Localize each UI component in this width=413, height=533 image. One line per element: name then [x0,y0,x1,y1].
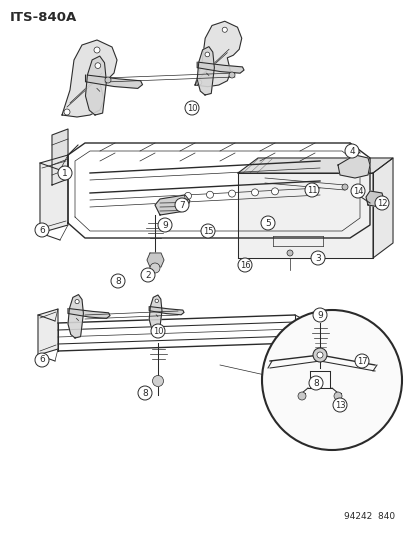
Circle shape [35,223,49,237]
Circle shape [35,353,49,367]
Circle shape [308,376,322,390]
Text: 4: 4 [348,147,354,156]
Circle shape [151,324,165,338]
Circle shape [353,190,359,196]
Text: 11: 11 [306,185,316,195]
Circle shape [310,251,324,265]
Text: 17: 17 [356,357,366,366]
Text: 7: 7 [179,200,185,209]
Polygon shape [365,191,383,207]
Text: 10: 10 [186,103,197,112]
Circle shape [286,250,292,256]
Circle shape [158,218,171,232]
Circle shape [64,109,70,115]
Text: 6: 6 [39,225,45,235]
Polygon shape [149,295,161,331]
Circle shape [251,189,258,196]
Circle shape [138,386,152,400]
Text: 13: 13 [334,400,344,409]
Polygon shape [149,306,183,315]
Text: 10: 10 [152,327,163,335]
Circle shape [201,224,214,238]
Text: 1: 1 [62,168,68,177]
Polygon shape [154,195,190,215]
Circle shape [152,376,163,386]
Polygon shape [237,173,372,258]
Polygon shape [62,40,117,117]
Circle shape [228,190,235,197]
Circle shape [141,268,154,282]
Circle shape [184,192,191,199]
Circle shape [94,47,100,53]
Circle shape [150,263,159,273]
Circle shape [185,101,199,115]
Text: 14: 14 [352,187,362,196]
Circle shape [111,274,125,288]
Polygon shape [40,155,68,233]
Circle shape [154,299,158,303]
Circle shape [332,398,346,412]
Polygon shape [85,56,106,115]
Text: ITS-840A: ITS-840A [10,11,77,23]
Circle shape [260,216,274,230]
Text: 9: 9 [316,311,322,319]
Circle shape [316,352,322,358]
Circle shape [354,354,368,368]
Circle shape [196,80,201,85]
Circle shape [75,300,79,304]
Polygon shape [38,309,58,355]
Polygon shape [85,75,142,88]
Text: 6: 6 [39,356,45,365]
Text: 8: 8 [115,277,121,286]
Circle shape [374,196,388,210]
Text: 12: 12 [376,198,386,207]
Circle shape [304,183,318,197]
Polygon shape [147,253,164,267]
Circle shape [105,77,111,83]
Text: 8: 8 [312,378,318,387]
Circle shape [95,63,100,68]
Text: 16: 16 [239,261,250,270]
Circle shape [58,166,72,180]
Circle shape [222,27,227,33]
Polygon shape [197,47,214,95]
Text: 5: 5 [264,219,270,228]
Text: 94242  840: 94242 840 [343,512,394,521]
Circle shape [344,144,358,158]
Circle shape [350,184,364,198]
Circle shape [333,392,341,400]
Text: 2: 2 [145,271,150,279]
Polygon shape [372,158,392,258]
Circle shape [204,52,209,57]
Circle shape [228,72,235,78]
Circle shape [341,184,347,190]
Text: 8: 8 [142,389,147,398]
Polygon shape [52,129,68,185]
Circle shape [206,191,213,198]
Circle shape [312,348,326,362]
Circle shape [237,258,252,272]
Circle shape [271,188,278,195]
Polygon shape [237,158,392,173]
Polygon shape [68,309,110,318]
Text: 15: 15 [202,227,213,236]
Polygon shape [195,21,241,87]
Text: 3: 3 [314,254,320,262]
Polygon shape [337,155,369,178]
Polygon shape [197,62,243,73]
Circle shape [261,310,401,450]
Circle shape [297,392,305,400]
Text: 9: 9 [162,221,167,230]
Polygon shape [68,295,83,338]
Circle shape [312,308,326,322]
Circle shape [175,198,189,212]
